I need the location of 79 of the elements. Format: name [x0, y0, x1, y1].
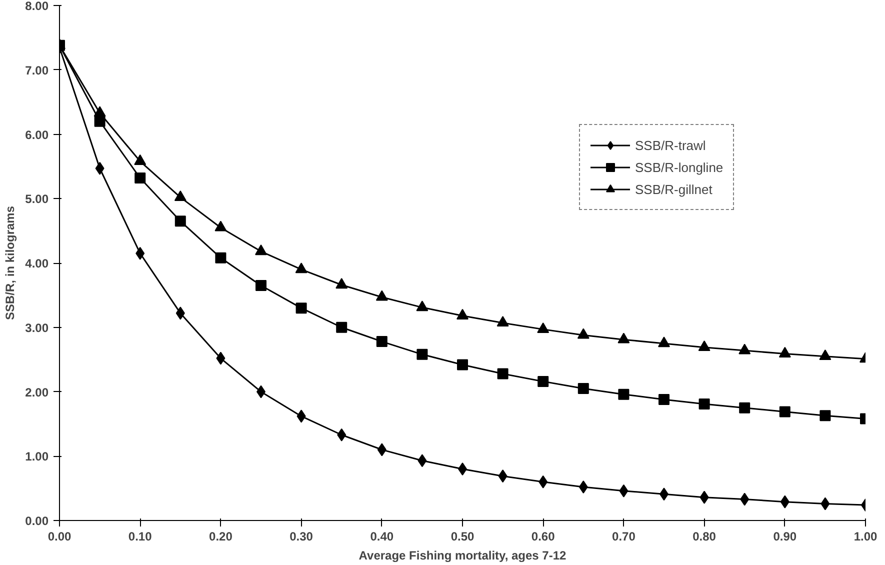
point — [336, 322, 348, 333]
point — [377, 443, 386, 456]
y-tick-label: 5.00 — [25, 192, 49, 206]
y-tick-label: 8.00 — [25, 0, 49, 13]
point — [538, 376, 549, 387]
y-tick-label: 6.00 — [25, 128, 49, 142]
x-tick-label: 0.90 — [773, 530, 797, 544]
legend-label: SSB/R-longline — [635, 160, 724, 174]
x-tick-label: 0.60 — [531, 530, 556, 544]
x-axis-title: Average Fishing mortality, ages 7-12 — [358, 548, 567, 562]
point — [416, 300, 428, 312]
point — [256, 280, 266, 292]
y-tick-label: 2.00 — [25, 385, 49, 400]
point — [497, 368, 508, 380]
point — [779, 406, 790, 418]
point — [136, 246, 145, 260]
point — [176, 306, 185, 320]
point — [658, 336, 670, 348]
point — [174, 190, 186, 202]
point — [94, 106, 106, 117]
point — [619, 484, 628, 498]
point — [577, 328, 590, 339]
point — [418, 454, 427, 468]
point — [739, 402, 750, 414]
y-tick-label: 4.00 — [25, 256, 49, 270]
legend-label: SSB/R-trawl — [635, 138, 706, 152]
point — [496, 316, 509, 327]
point — [94, 116, 106, 127]
point — [376, 290, 388, 301]
point — [578, 383, 589, 394]
x-tick-label: 0.10 — [128, 530, 152, 544]
point — [376, 336, 388, 348]
point — [215, 252, 226, 264]
point — [778, 346, 791, 358]
point — [780, 495, 790, 508]
x-tick-label: 0.50 — [450, 530, 475, 544]
y-tick-label: 7.00 — [25, 63, 49, 78]
point — [255, 244, 267, 256]
point — [738, 344, 751, 354]
point — [740, 492, 750, 506]
point — [174, 216, 186, 227]
y-tick-label: 0.00 — [25, 514, 49, 528]
point — [295, 262, 308, 274]
x-tick-label: 0.40 — [370, 530, 394, 544]
y-tick-label: 1.00 — [25, 450, 49, 464]
point — [820, 497, 830, 510]
x-tick-label: 0.30 — [290, 530, 314, 544]
point — [457, 359, 468, 370]
y-tick-label: 3.00 — [25, 320, 49, 335]
point — [337, 428, 346, 442]
point — [296, 302, 307, 314]
y-axis-title: SSB/R, in kilograms — [3, 206, 18, 320]
x-tick-label: 0.70 — [612, 530, 636, 544]
point — [95, 162, 104, 175]
point — [698, 340, 710, 352]
point — [456, 308, 468, 320]
point — [820, 410, 831, 422]
point — [498, 470, 508, 483]
point — [618, 388, 630, 400]
point — [416, 348, 428, 360]
point — [658, 394, 670, 405]
point — [134, 154, 146, 165]
point — [819, 349, 832, 360]
point — [537, 322, 550, 333]
point — [134, 172, 146, 184]
point — [700, 490, 709, 504]
point — [578, 480, 588, 494]
point — [538, 475, 548, 488]
x-tick-label: 0.00 — [48, 530, 72, 544]
x-tick-label: 0.80 — [692, 530, 716, 544]
point — [618, 332, 630, 344]
x-tick-label: 1.00 — [854, 530, 878, 544]
point — [336, 278, 348, 289]
point — [216, 352, 226, 365]
x-tick-label: 0.20 — [209, 530, 233, 544]
point — [214, 220, 227, 232]
legend-label: SSB/R-gillnet — [635, 182, 712, 196]
point — [296, 410, 306, 423]
point — [698, 398, 710, 410]
